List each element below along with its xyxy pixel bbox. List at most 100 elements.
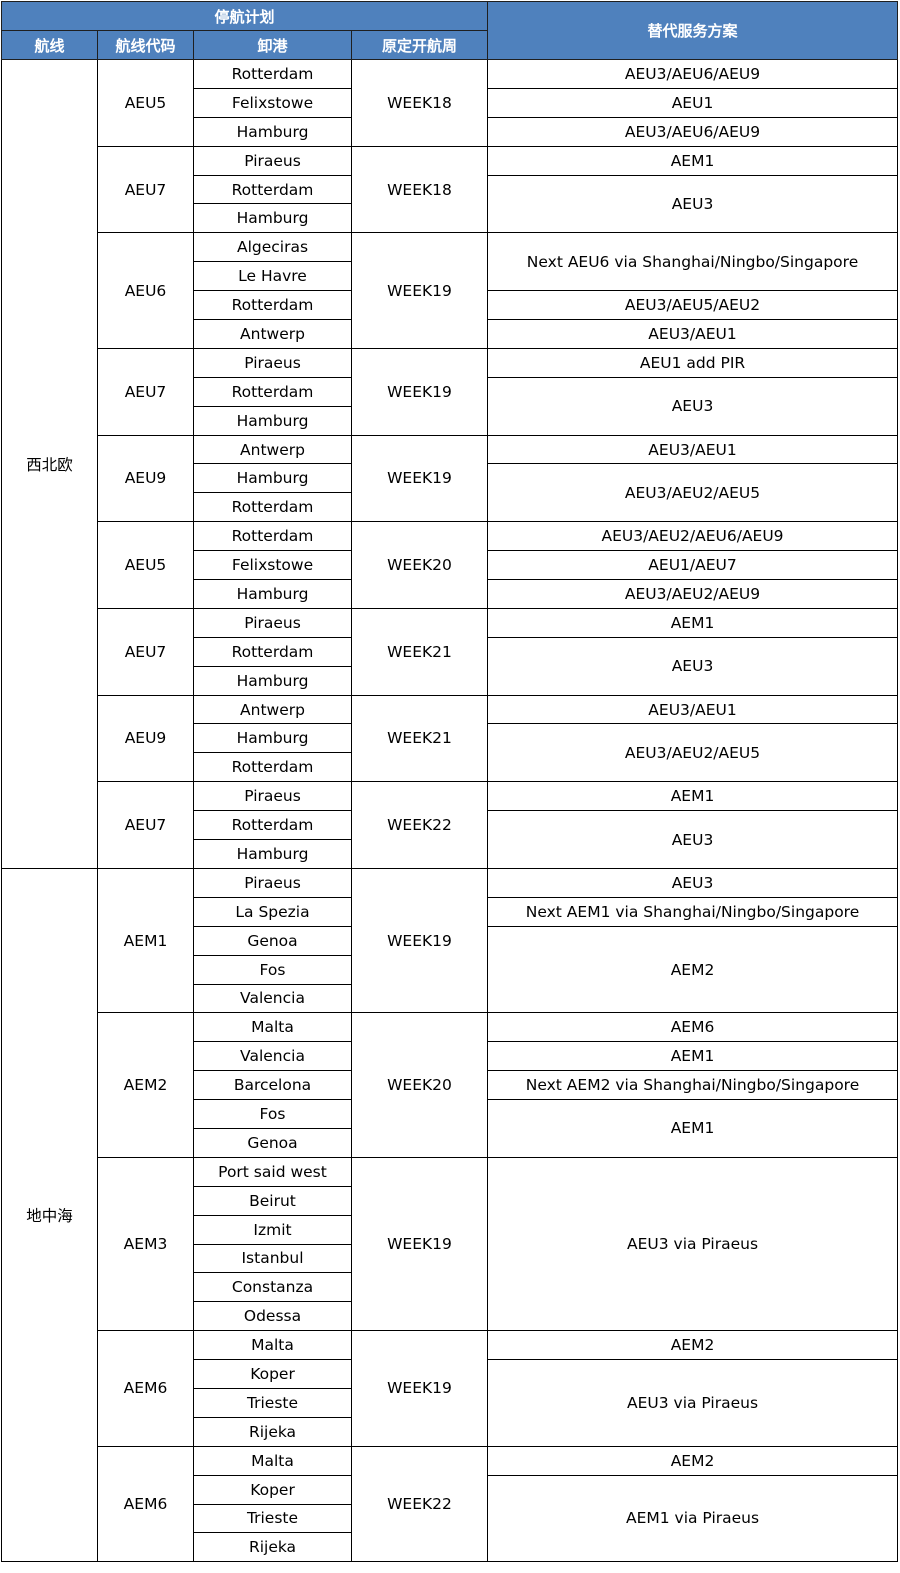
alternative-service: AEM1 [487,1099,899,1158]
table-row: Rotterdam AEU3 [2,174,899,234]
discharge-port: Piraeus [193,607,352,638]
table-row: Constanza [2,1272,898,1303]
alternative-service: AEU3/AEU1 [487,319,899,349]
original-week: WEEK18 [350,145,489,234]
table-row: AEU5 Rotterdam WEEK20 AEU3/AEU2/AEU6/AEU9 [2,521,899,609]
discharge-port: Rijeka [193,1416,352,1447]
discharge-port: Constanza [193,1272,352,1303]
table-row: Beirut [2,1185,898,1216]
alternative-service: AEU3 [487,810,899,869]
discharge-port: Felixstowe [193,87,352,118]
discharge-port: Antwerp [193,694,352,725]
discharge-port: Genoa [193,1127,352,1158]
discharge-port: Hamburg [193,839,352,869]
alternative-service: AEM1 [487,1041,899,1072]
table-row: Hamburg AEU3/AEU2/AEU5 [2,723,899,783]
table-row: AEU9 Antwerp WEEK21 AEU3/AEU1 [2,694,899,783]
discharge-port: Trieste [193,1387,352,1418]
discharge-port: Barcelona [193,1070,352,1101]
discharge-port: Genoa [193,925,352,956]
discharge-port: Hamburg [193,665,352,696]
table-row: Rotterdam AEU3 [2,810,899,869]
route-code: AEU9 [97,694,194,783]
alternative-service: AEU3 [487,376,899,436]
alternative-service: AEU3 via Piraeus [487,1359,899,1447]
table-row: Le Havre [2,261,898,292]
discharge-port: Rotterdam [193,59,352,89]
table-row: Rotterdam [2,752,898,783]
discharge-port: Trieste [193,1503,352,1534]
original-week: WEEK20 [350,521,489,609]
col-route: 航线 [1,30,98,60]
suspension-plan-header: 停航计划 [0,1,489,31]
table-row: Koper AEM1 via Piraeus [2,1474,899,1563]
route-code: AEU7 [97,347,194,436]
alternative-service: AEM1 via Piraeus [487,1474,899,1563]
discharge-port: Malta [193,1445,352,1476]
route-region: 地中海 [1,867,98,1563]
discharge-port: Rotterdam [193,810,352,841]
table-row: Koper AEU3 via Piraeus [2,1359,899,1447]
discharge-port: Koper [193,1359,352,1389]
table-row: Rotterdam AEU3/AEU5/AEU2 [2,290,899,321]
route-code: AEM6 [97,1445,194,1563]
alternative-service: AEM6 [487,1012,899,1043]
route-code: AEU9 [97,434,194,523]
route-code: AEM6 [97,1330,194,1447]
discharge-port: Piraeus [193,867,352,898]
discharge-port: Felixstowe [193,550,352,581]
alternative-service: AEU3/AEU1 [487,694,899,725]
discharge-port: Hamburg [193,203,352,234]
alternative-service: AEU1 [487,87,899,118]
table-row: Valencia AEM1 [2,1041,899,1072]
original-week: WEEK21 [350,694,489,783]
discharge-port: Rotterdam [193,290,352,321]
alternative-service: AEU3/AEU6/AEU9 [487,59,899,89]
alternative-service: AEU3 [487,174,899,234]
table-row: AEU7 Piraeus WEEK19 AEU1 add PIR [2,347,899,436]
alternative-service: AEU3/AEU2/AEU5 [487,723,899,783]
table-row: Hamburg [2,665,898,696]
table-row: AEU7 Piraeus WEEK21 AEM1 [2,607,899,696]
discharge-port: Malta [193,1012,352,1043]
alternative-service: AEU3 [487,636,899,696]
alternative-service: AEU1 add PIR [487,347,899,378]
discharge-port: Piraeus [193,145,352,176]
table-row: Felixstowe AEU1/AEU7 [2,550,899,581]
original-week: WEEK22 [350,1445,489,1563]
route-code: AEU7 [97,607,194,696]
alternative-service: AEM2 [487,1330,899,1361]
route-code: AEU7 [97,145,194,234]
discharge-port: Fos [193,954,352,985]
discharge-port: Antwerp [193,434,352,465]
alternative-service: AEU3/AEU5/AEU2 [487,290,899,321]
table-row: AEU6 Algeciras WEEK19 Next AEU6 via Shangha… [2,232,899,349]
discharge-port: Hamburg [193,463,352,494]
discharge-port: Port said west [193,1156,352,1187]
discharge-port: Hamburg [193,116,352,147]
alternative-service: Next AEU6 via Shanghai/Ningbo/Singapore [487,232,899,292]
alternative-service: AEU3 via Piraeus [487,1156,899,1332]
original-week: WEEK20 [350,1012,489,1158]
discharge-port: Rotterdam [193,636,352,667]
discharge-port: Valencia [193,1041,352,1072]
alternative-service: AEM2 [487,1445,899,1476]
table-row: Hamburg AEU3/AEU6/AEU9 [2,116,899,147]
discharge-port: Rotterdam [193,521,352,552]
table-row: 地中海 AEM1 Piraeus WEEK19 AEU3 [1,867,899,1563]
table-row: AEM6 Malta WEEK19 AEM2 [2,1330,899,1447]
route-code: AEM1 [97,867,194,1014]
table-row: AEU7 Piraeus WEEK18 AEM1 [2,145,899,234]
table-row: Hamburg [2,405,898,436]
alternative-service-header: 替代服务方案 [487,1,899,60]
alternative-service: AEM1 [487,145,899,176]
table-row: AEM2 Malta WEEK20 AEM6 [2,1012,899,1158]
col-original-week: 原定开航周 [350,30,489,60]
original-week: WEEK21 [350,607,489,696]
table-row: Hamburg [2,839,898,869]
table-row: Antwerp AEU3/AEU1 [2,319,899,349]
discharge-port: Valencia [193,983,352,1014]
col-discharge-port: 卸港 [193,30,352,60]
table-row: Rotterdam AEU3 [2,636,899,696]
alternative-service: Next AEM1 via Shanghai/Ningbo/Singapore [487,896,899,927]
